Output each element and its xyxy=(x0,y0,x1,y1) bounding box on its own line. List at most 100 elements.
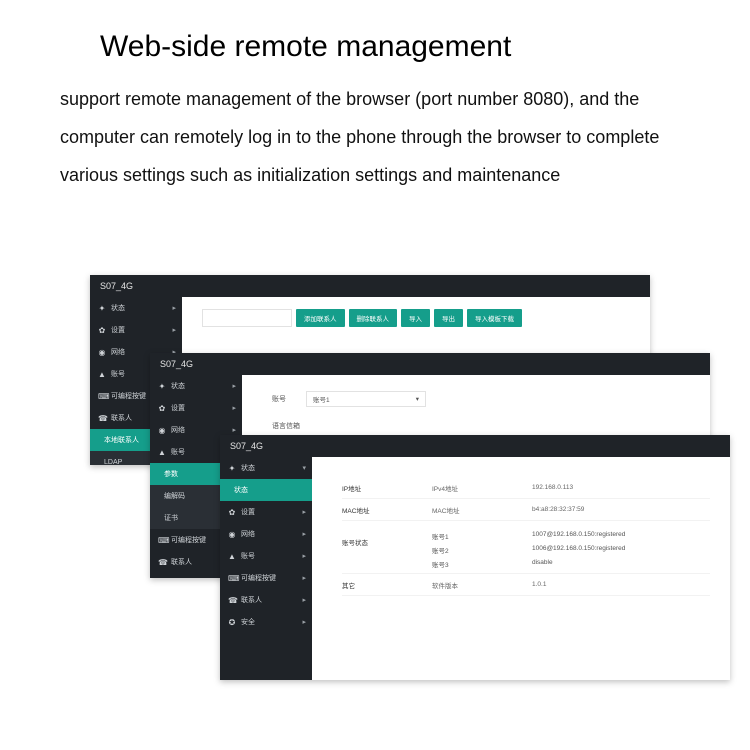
sidebar-item-settings[interactable]: ✿ 设置 ▸ xyxy=(220,501,312,523)
status-icon: ✦ xyxy=(158,382,166,391)
row-value: b4:a8:28:32:37:59 xyxy=(532,506,710,513)
row-label: IP地址 xyxy=(342,483,432,493)
sidebar-label: 参数 xyxy=(164,469,178,479)
sidebar: ✦ 状态 ▾ 状态 ✿ 设置 ▸ ◉ 网络 ▸ ▲账号▸ ⌨ 可编程按键 ▸ ☎联系人▸ ✪ 安全… xyxy=(220,457,312,680)
select-value: 账号1 xyxy=(313,394,330,404)
sidebar-label: 网络 xyxy=(241,529,255,539)
page-description: support remote management of the browser… xyxy=(60,80,680,194)
acct-val: 1006@192.168.0.150:registered xyxy=(532,545,710,555)
window-status: S07_4G ✦ 状态 ▾ 状态 ✿ 设置 ▸ ◉ 网络 ▸ ▲账号▸ ⌨ 可编程按键 ▸ ☎联… xyxy=(220,435,730,680)
export-button[interactable]: 导出 xyxy=(434,309,463,327)
sidebar-label: 账号 xyxy=(171,447,185,457)
sidebar-item-security[interactable]: ✪ 安全 ▸ xyxy=(220,611,312,633)
import-button[interactable]: 导入 xyxy=(401,309,430,327)
chevron-right-icon: ▸ xyxy=(172,326,176,334)
sidebar-label: 状态 xyxy=(241,463,255,473)
row-label: 其它 xyxy=(342,580,432,590)
sidebar-label: 设置 xyxy=(241,507,255,517)
sidebar-label: 设置 xyxy=(171,403,185,413)
window-titlebar: S07_4G xyxy=(90,275,650,297)
product-title: S07_4G xyxy=(160,359,193,369)
row-value: 1.0.1 xyxy=(532,581,710,588)
status-icon: ✦ xyxy=(228,464,236,473)
sidebar-label: LDAP xyxy=(104,459,122,466)
chevron-right-icon: ▸ xyxy=(232,426,236,434)
keys-icon: ⌨ xyxy=(228,574,236,583)
form-row-voicemail: 语言信箱 xyxy=(272,421,300,431)
chevron-right-icon: ▸ xyxy=(232,404,236,412)
row-sublabel: MAC地址 xyxy=(432,505,532,515)
network-icon: ◉ xyxy=(98,348,106,357)
settings-icon: ✿ xyxy=(158,404,166,413)
status-table: IP地址 IPv4地址 192.168.0.113 MAC地址 MAC地址 b4… xyxy=(342,477,710,596)
form-row-account: 账号 账号1▾ xyxy=(272,391,426,407)
row-sublabel: 软件版本 xyxy=(432,580,532,590)
product-title: S07_4G xyxy=(100,281,133,291)
chevron-right-icon: ▸ xyxy=(232,382,236,390)
sidebar-label: 可编程按键 xyxy=(111,391,146,401)
search-input[interactable] xyxy=(202,309,292,327)
sidebar-item-settings[interactable]: ✿ 设置 ▸ xyxy=(90,319,182,341)
sidebar-label: 设置 xyxy=(111,325,125,335)
acct-val: 1007@192.168.0.150:registered xyxy=(532,531,710,541)
table-row: 账号状态 账号11007@192.168.0.150:registered 账号… xyxy=(342,521,710,574)
window-titlebar: S07_4G xyxy=(150,353,710,375)
sidebar-item-network[interactable]: ◉网络▸ xyxy=(220,523,312,545)
settings-icon: ✿ xyxy=(228,508,236,517)
sidebar-label: 本地联系人 xyxy=(104,435,139,445)
security-icon: ✪ xyxy=(228,618,236,627)
sidebar-label: 账号 xyxy=(111,369,125,379)
sidebar-label: 联系人 xyxy=(111,413,132,423)
voicemail-label: 语言信箱 xyxy=(272,421,300,431)
delete-contact-button[interactable]: 删除联系人 xyxy=(349,309,398,327)
sidebar-item-status[interactable]: ✦ 状态 ▸ xyxy=(150,375,242,397)
keys-icon: ⌨ xyxy=(158,536,166,545)
chevron-right-icon: ▸ xyxy=(302,574,306,582)
sidebar-item-status[interactable]: ✦状态▸ xyxy=(90,297,182,319)
sidebar-item-status[interactable]: ✦ 状态 ▾ xyxy=(220,457,312,479)
window-titlebar: S07_4G xyxy=(220,435,730,457)
chevron-right-icon: ▸ xyxy=(302,596,306,604)
account-label: 账号 xyxy=(272,394,286,404)
acct-sub: 账号2 xyxy=(432,545,532,555)
acct-val: disable xyxy=(532,559,710,569)
settings-icon: ✿ xyxy=(98,326,106,335)
network-icon: ◉ xyxy=(228,530,236,539)
sidebar-label: 联系人 xyxy=(171,557,192,567)
table-row: IP地址 IPv4地址 192.168.0.113 xyxy=(342,477,710,499)
sidebar-label: 安全 xyxy=(241,617,255,627)
download-template-button[interactable]: 导入模板下载 xyxy=(467,309,522,327)
sidebar-item-account[interactable]: ▲账号▸ xyxy=(220,545,312,567)
table-row: 其它 软件版本 1.0.1 xyxy=(342,574,710,596)
account-select[interactable]: 账号1▾ xyxy=(306,391,426,407)
chevron-down-icon: ▾ xyxy=(302,464,306,472)
contacts-icon: ☎ xyxy=(158,558,166,567)
acct-sub: 账号3 xyxy=(432,559,532,569)
chevron-right-icon: ▸ xyxy=(302,618,306,626)
row-label: 账号状态 xyxy=(342,527,432,547)
toolbar: 添加联系人 删除联系人 导入 导出 导入模板下载 xyxy=(202,309,522,327)
keys-icon: ⌨ xyxy=(98,392,106,401)
chevron-right-icon: ▸ xyxy=(302,552,306,560)
sidebar-item-contacts[interactable]: ☎联系人▸ xyxy=(220,589,312,611)
table-row: MAC地址 MAC地址 b4:a8:28:32:37:59 xyxy=(342,499,710,521)
add-contact-button[interactable]: 添加联系人 xyxy=(296,309,345,327)
account-icon: ▲ xyxy=(98,370,106,379)
row-label: MAC地址 xyxy=(342,505,432,515)
product-title: S07_4G xyxy=(230,441,263,451)
contacts-icon: ☎ xyxy=(98,414,106,423)
sidebar-item-status-sub[interactable]: 状态 xyxy=(220,479,312,501)
sidebar-label: 状态 xyxy=(171,381,185,391)
contacts-icon: ☎ xyxy=(228,596,236,605)
sidebar-label: 可编程按键 xyxy=(241,573,276,583)
account-icon: ▲ xyxy=(158,448,166,457)
network-icon: ◉ xyxy=(158,426,166,435)
acct-sub: 账号1 xyxy=(432,531,532,541)
page-heading: Web-side remote management xyxy=(100,30,511,64)
sidebar-label: 编解码 xyxy=(164,491,185,501)
sidebar-item-settings[interactable]: ✿ 设置 ▸ xyxy=(150,397,242,419)
sidebar-label: 状态 xyxy=(111,303,125,313)
account-icon: ▲ xyxy=(228,552,236,561)
chevron-right-icon: ▸ xyxy=(302,508,306,516)
sidebar-item-keys[interactable]: ⌨ 可编程按键 ▸ xyxy=(220,567,312,589)
